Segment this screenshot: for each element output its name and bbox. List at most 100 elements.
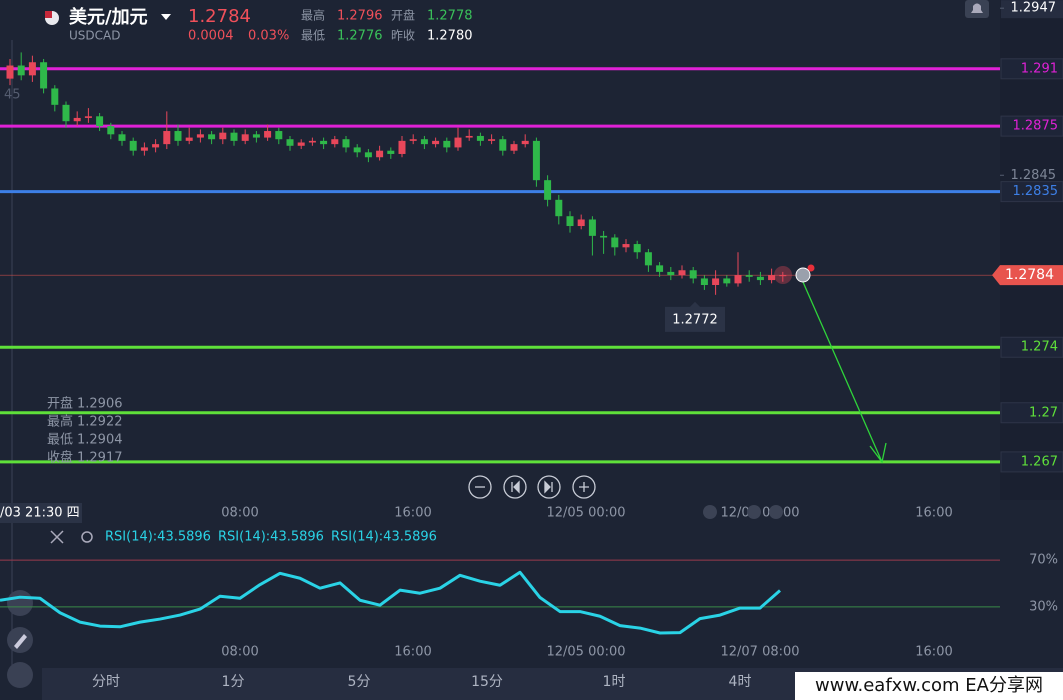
candle-body bbox=[353, 147, 361, 153]
level-label: 1.2835 bbox=[1013, 184, 1059, 199]
candle-body bbox=[611, 237, 619, 248]
x-tick-label: 08:00 bbox=[221, 506, 258, 521]
level-label: 1.27 bbox=[1029, 405, 1058, 420]
candle-body bbox=[644, 252, 652, 266]
crosshair-label-box bbox=[0, 503, 82, 523]
x-tick-label: 16:00 bbox=[394, 645, 431, 660]
pen-icon bbox=[14, 634, 27, 649]
candle-body bbox=[219, 132, 227, 140]
marker[interactable] bbox=[747, 505, 761, 519]
candle-body bbox=[185, 137, 193, 141]
candle-body bbox=[73, 117, 81, 122]
candle-body bbox=[465, 135, 473, 138]
icon bbox=[544, 480, 553, 494]
candle-body bbox=[432, 140, 440, 145]
zoom-in-button[interactable] bbox=[572, 475, 596, 499]
candle-body bbox=[779, 275, 787, 277]
candle-body bbox=[678, 270, 686, 276]
candle-body bbox=[420, 139, 428, 145]
tool-button[interactable] bbox=[7, 590, 33, 616]
stat-value: 1.2776 bbox=[337, 29, 383, 44]
candle-body bbox=[768, 275, 776, 281]
timeframe-tab[interactable]: 分时 bbox=[92, 674, 120, 690]
y-tick-label: 70% bbox=[1029, 553, 1058, 568]
flag-icon bbox=[45, 11, 52, 18]
candle-body bbox=[196, 134, 204, 138]
candle-body bbox=[140, 147, 148, 151]
ohlc-value: 1.2922 bbox=[77, 415, 123, 430]
candle-body bbox=[342, 139, 350, 148]
left-label: 45 bbox=[4, 88, 21, 103]
stat-value: 1.2780 bbox=[427, 29, 473, 44]
candle-body bbox=[488, 139, 496, 141]
watermark-box bbox=[795, 672, 1063, 700]
candle-body bbox=[499, 139, 507, 151]
candle-body bbox=[17, 65, 25, 76]
timeframe-tab[interactable]: 1分 bbox=[222, 674, 245, 690]
stat-value: 1.2796 bbox=[337, 9, 383, 24]
candle-body bbox=[51, 88, 59, 105]
candle-body bbox=[129, 140, 137, 151]
prev-button[interactable] bbox=[503, 475, 527, 499]
candle-body bbox=[689, 270, 697, 279]
ohlc-label: 最高 bbox=[47, 414, 73, 430]
annotation-box bbox=[665, 301, 725, 332]
info-icon[interactable] bbox=[795, 267, 811, 283]
dropdown-icon[interactable] bbox=[161, 14, 171, 20]
candle-body bbox=[622, 244, 630, 248]
close-indicator[interactable] bbox=[50, 530, 64, 544]
level-label-box bbox=[1000, 451, 1063, 473]
stat-label: 最高 bbox=[301, 8, 325, 23]
candle-body bbox=[208, 134, 216, 140]
ohlc-label: 收盘 bbox=[47, 450, 73, 466]
timeframe-tab[interactable]: 4时 bbox=[729, 674, 752, 690]
indicator-settings[interactable] bbox=[81, 531, 93, 543]
candle-body bbox=[521, 140, 529, 145]
timeframe-tab[interactable]: 5分 bbox=[348, 674, 371, 690]
candle-body bbox=[409, 139, 417, 141]
candle-body bbox=[398, 140, 406, 154]
level-label: 1.291 bbox=[1021, 61, 1058, 76]
candle-body bbox=[633, 244, 641, 253]
rsi-legend: RSI(14):43.5896 bbox=[105, 530, 211, 545]
candle-body bbox=[532, 140, 540, 181]
watermark: www.eafxw.com EA分享网 bbox=[815, 675, 1043, 696]
candle-body bbox=[588, 219, 596, 236]
candle-body bbox=[320, 140, 328, 145]
marker[interactable] bbox=[703, 505, 717, 519]
candle-body bbox=[6, 65, 14, 79]
candle-body bbox=[566, 216, 574, 227]
candle-body bbox=[700, 278, 708, 285]
ohlc-label: 最低 bbox=[47, 433, 73, 448]
next-button[interactable] bbox=[537, 475, 561, 499]
level-label: 1.267 bbox=[1021, 454, 1058, 469]
x-tick-label: 16:00 bbox=[394, 506, 431, 521]
level-label-box bbox=[1000, 115, 1063, 137]
x-tick-label: 12/07 08:00 bbox=[720, 645, 799, 660]
candle-body bbox=[297, 142, 305, 146]
ohlc-label: 开盘 bbox=[47, 396, 73, 412]
price: 1.2784 bbox=[188, 6, 251, 27]
marker[interactable] bbox=[769, 505, 783, 519]
change: 0.0004 bbox=[188, 29, 234, 44]
stat-label: 昨收 bbox=[391, 29, 415, 43]
symbol-name[interactable]: 美元/加元 bbox=[69, 6, 148, 28]
zoom-out-button[interactable] bbox=[468, 475, 492, 499]
timeframe-tab[interactable]: 15分 bbox=[471, 674, 503, 690]
rsi-line bbox=[0, 570, 781, 635]
timeframe-tab[interactable]: 1时 bbox=[603, 674, 626, 690]
candle-body bbox=[331, 139, 339, 145]
last-price-box bbox=[992, 265, 1063, 286]
annotation-label: 1.2772 bbox=[672, 312, 718, 327]
candle-body bbox=[667, 271, 675, 276]
candle-body bbox=[454, 137, 462, 148]
candle-body bbox=[734, 275, 742, 284]
tool-button[interactable] bbox=[7, 662, 33, 688]
candle-body bbox=[62, 104, 70, 122]
candle-body bbox=[656, 265, 664, 272]
x-tick-label: 12/05 00:00 bbox=[546, 506, 625, 521]
bell-icon[interactable] bbox=[971, 3, 983, 14]
candle-body bbox=[174, 131, 182, 141]
candle-body bbox=[241, 134, 249, 141]
